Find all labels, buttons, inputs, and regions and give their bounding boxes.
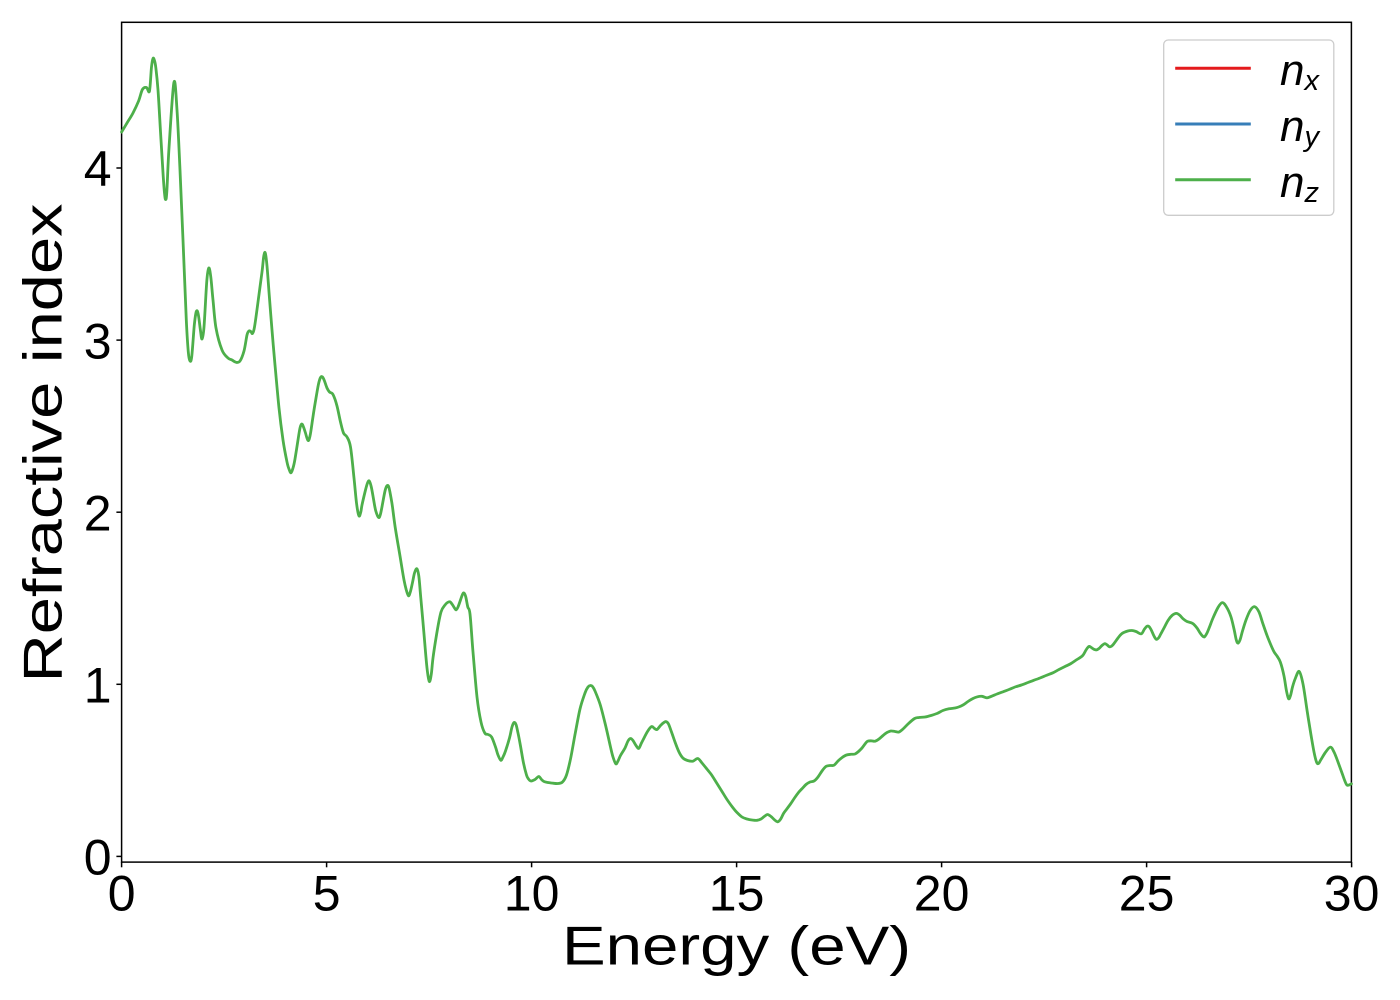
svg-text:4: 4 <box>84 141 112 197</box>
svg-text:5: 5 <box>313 866 341 922</box>
svg-text:2: 2 <box>84 485 112 541</box>
svg-text:0: 0 <box>84 830 112 886</box>
svg-text:30: 30 <box>1324 866 1380 922</box>
svg-text:1: 1 <box>84 658 112 714</box>
svg-text:25: 25 <box>1119 866 1175 922</box>
svg-text:Refractive index: Refractive index <box>12 204 74 683</box>
svg-text:10: 10 <box>504 866 560 922</box>
svg-text:3: 3 <box>84 313 112 369</box>
svg-text:0: 0 <box>108 866 136 922</box>
svg-text:Energy (eV): Energy (eV) <box>562 914 911 976</box>
svg-text:20: 20 <box>914 866 970 922</box>
svg-text:15: 15 <box>709 866 765 922</box>
